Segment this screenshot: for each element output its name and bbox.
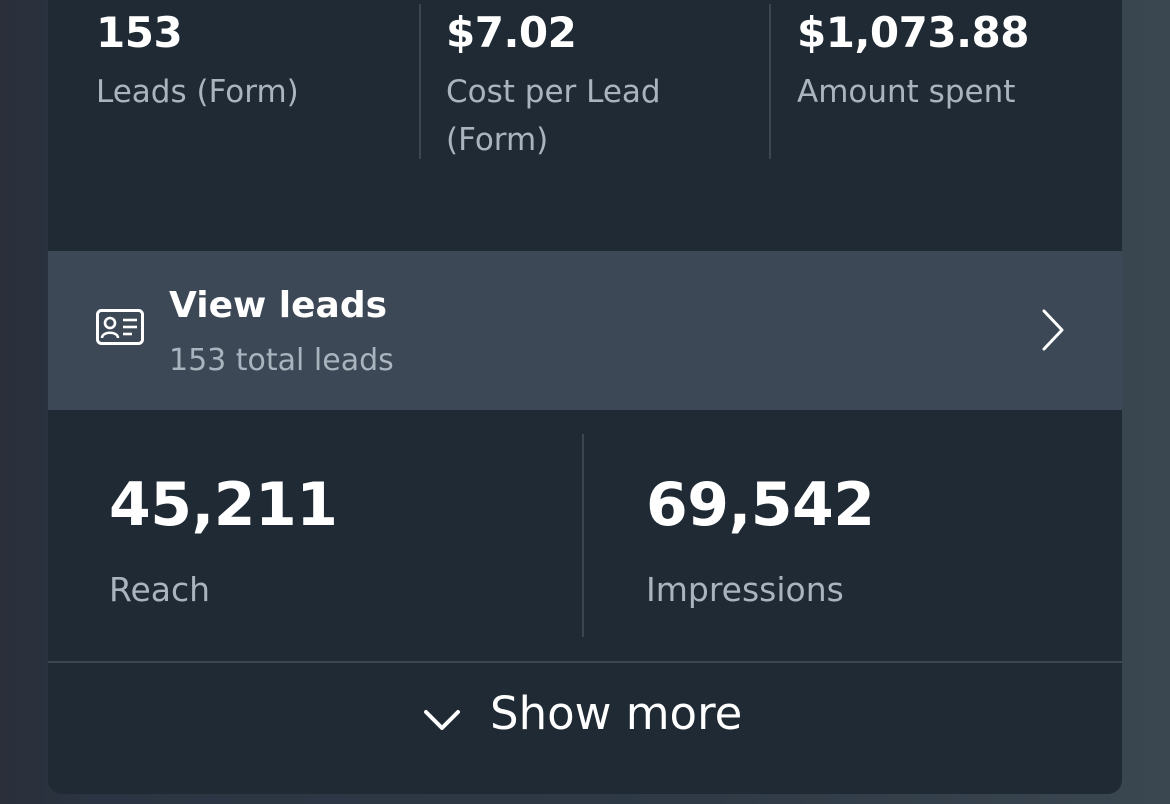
metric-label: Leads (Form) — [96, 68, 299, 116]
metric-label-line1: Cost per Lead — [446, 74, 661, 110]
metric-value: $1,073.88 — [797, 8, 1029, 57]
metric-label: Impressions — [646, 570, 844, 609]
metric-value: 69,542 — [646, 470, 875, 540]
summary-metrics: 153 Leads (Form) $7.02 Cost per Lead (Fo… — [48, 0, 1122, 231]
metric-label-line1: Leads (Form) — [96, 74, 299, 110]
show-more-button[interactable]: Show more — [48, 663, 1122, 794]
view-leads-title: View leads — [169, 285, 388, 326]
id-card-icon — [96, 309, 144, 345]
metric-value: $7.02 — [446, 8, 577, 57]
metric-label: Amount spent — [797, 68, 1015, 116]
metric-value: 153 — [96, 8, 183, 57]
divider — [48, 661, 1122, 663]
show-more-label: Show more — [490, 687, 743, 740]
metric-label-line2: (Form) — [446, 122, 549, 158]
ad-results-card: 153 Leads (Form) $7.02 Cost per Lead (Fo… — [48, 0, 1122, 794]
chevron-down-icon — [424, 710, 460, 730]
view-leads-subtitle: 153 total leads — [169, 343, 394, 378]
divider — [419, 4, 421, 159]
divider — [769, 4, 771, 159]
metric-label: Reach — [109, 570, 211, 609]
divider — [582, 434, 584, 637]
metric-label: Cost per Lead (Form) — [446, 68, 661, 164]
chevron-right-icon — [1042, 309, 1064, 351]
metric-label-line1: Amount spent — [797, 74, 1016, 110]
view-leads-button[interactable]: View leads 153 total leads — [48, 251, 1122, 410]
metric-value: 45,211 — [109, 470, 338, 540]
